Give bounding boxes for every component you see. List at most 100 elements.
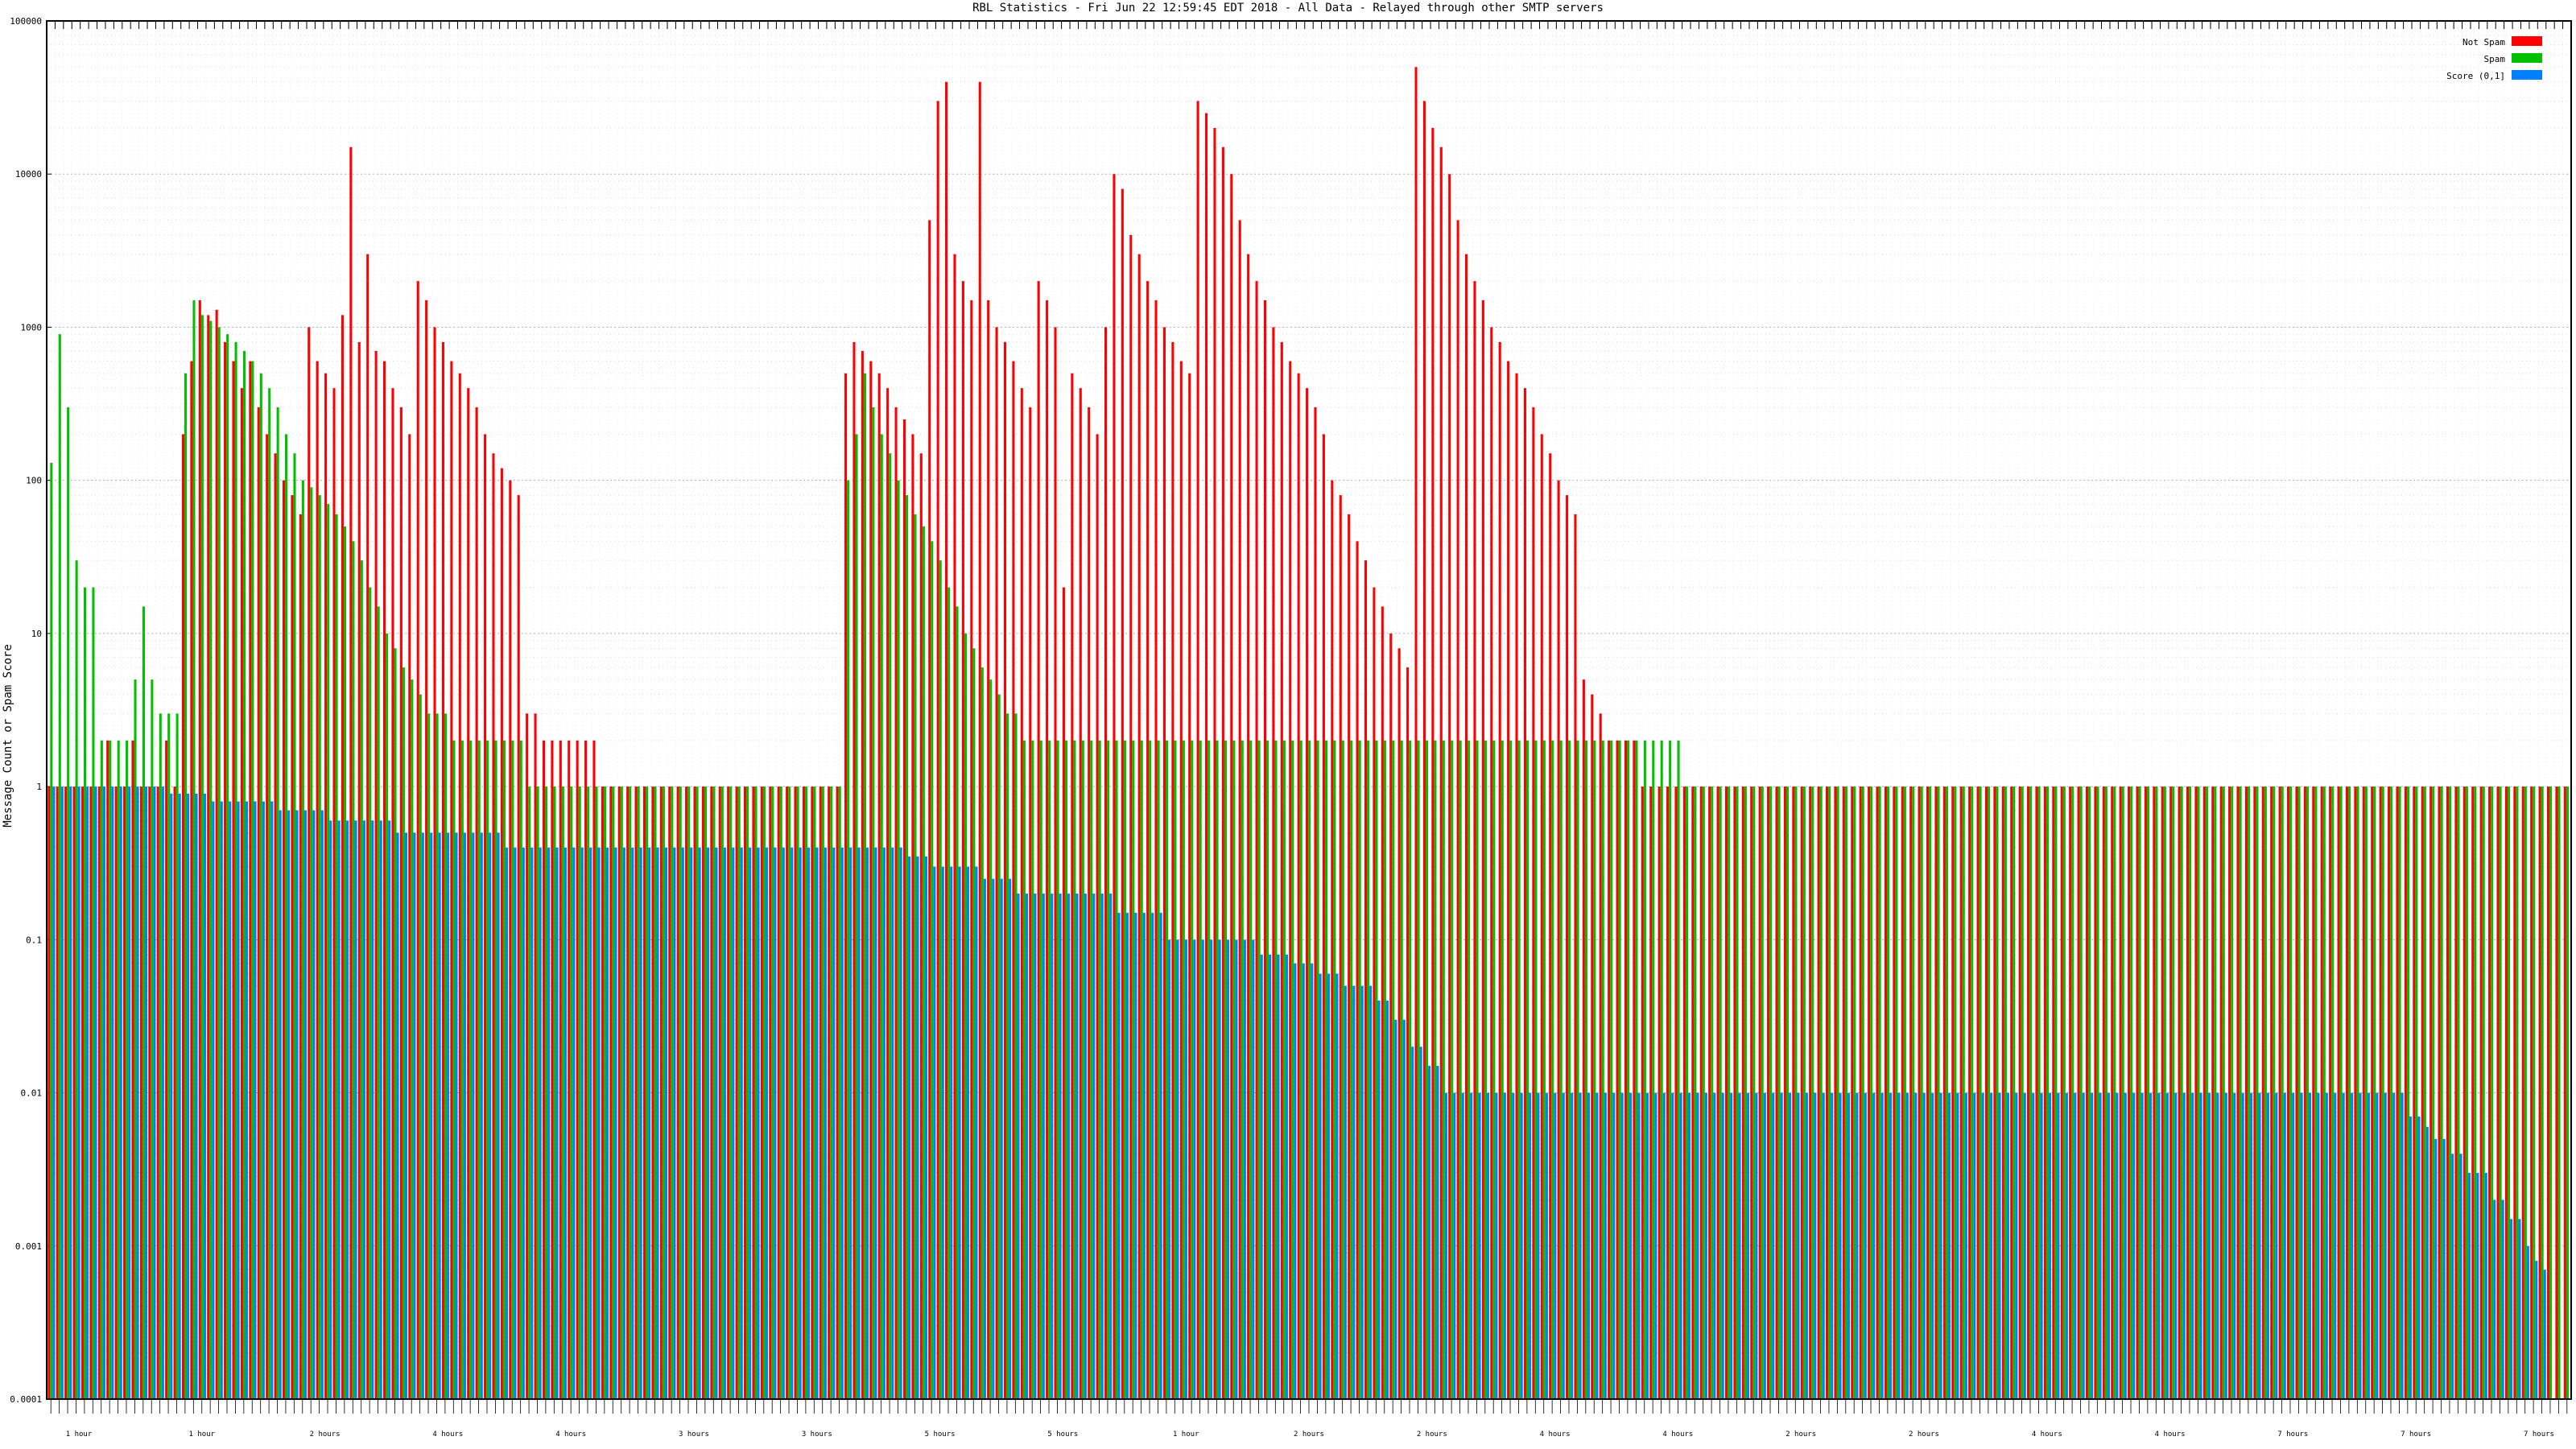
bar-score: [1545, 1092, 1548, 1399]
bar-not-spam: [2153, 786, 2156, 1399]
bar-score: [1159, 912, 1162, 1399]
y-tick-label: 1000: [21, 322, 43, 332]
bar-not-spam: [299, 514, 302, 1400]
bar-spam: [394, 648, 397, 1399]
bar-score: [589, 847, 592, 1399]
bar-not-spam: [1674, 786, 1678, 1399]
bar-score: [958, 866, 961, 1399]
bar-spam: [2381, 786, 2384, 1399]
bar-not-spam: [156, 786, 159, 1399]
bar-not-spam: [324, 373, 328, 1399]
bar-not-spam: [987, 299, 990, 1399]
bar-spam: [2146, 786, 2150, 1399]
bar-not-spam: [945, 81, 948, 1400]
bar-spam: [570, 786, 573, 1399]
bar-score: [1629, 1092, 1633, 1399]
bar-spam: [2507, 786, 2511, 1399]
bar-score: [1905, 1092, 1909, 1399]
bar-not-spam: [1934, 786, 1938, 1399]
bar-spam: [847, 480, 850, 1399]
bar-spam: [2491, 786, 2494, 1399]
bar-spam: [1358, 740, 1361, 1399]
bar-spam: [1802, 786, 1806, 1399]
bar-spam: [754, 786, 758, 1399]
bar-score: [656, 847, 659, 1399]
bar-spam: [1140, 740, 1143, 1399]
bar-score: [539, 847, 542, 1399]
bar-not-spam: [2337, 786, 2340, 1399]
bar-spam: [779, 786, 782, 1399]
bar-spam: [1257, 740, 1261, 1399]
bar-not-spam: [634, 786, 638, 1399]
bar-score: [86, 786, 89, 1399]
bar-spam: [2231, 786, 2234, 1399]
bar-spam: [142, 606, 145, 1399]
bar-score: [891, 847, 894, 1399]
bar-not-spam: [2136, 786, 2139, 1399]
bar-spam: [1652, 740, 1655, 1399]
bar-not-spam: [2371, 786, 2374, 1399]
bar-not-spam: [1984, 786, 1988, 1399]
bar-score: [648, 847, 651, 1399]
bar-not-spam: [1817, 786, 1820, 1399]
bar-spam: [1484, 740, 1487, 1399]
bar-score: [371, 820, 374, 1399]
bar-score: [2174, 1092, 2178, 1399]
bar-spam: [620, 786, 623, 1399]
bar-not-spam: [1422, 101, 1426, 1400]
bar-score: [1537, 1092, 1540, 1399]
bar-not-spam: [148, 786, 151, 1399]
bar-not-spam: [1406, 667, 1410, 1399]
bar-not-spam: [2060, 786, 2063, 1399]
bar-not-spam: [1783, 786, 1786, 1399]
bar-score: [1964, 1092, 1967, 1399]
bar-spam: [1861, 786, 1864, 1399]
bar-score: [1394, 1019, 1397, 1399]
bar-score: [555, 847, 559, 1399]
bar-spam: [386, 633, 389, 1399]
bar-not-spam: [559, 740, 562, 1399]
bar-spam: [1971, 786, 1974, 1399]
bar-spam: [2415, 786, 2418, 1399]
bar-spam: [369, 587, 372, 1399]
bar-spam: [1115, 740, 1118, 1399]
bar-spam: [1728, 786, 1731, 1399]
bar-score: [975, 866, 978, 1399]
bar-spam: [1719, 786, 1722, 1399]
bar-score: [1645, 1092, 1649, 1399]
bar-not-spam: [2128, 786, 2131, 1399]
bar-spam: [2549, 786, 2553, 1399]
bar-spam: [1903, 786, 1906, 1399]
bar-spam: [788, 786, 791, 1399]
bar-score: [967, 866, 970, 1399]
bar-not-spam: [165, 740, 168, 1399]
bar-score: [1319, 973, 1322, 1399]
bar-spam: [1509, 740, 1513, 1399]
bar-spam: [612, 786, 615, 1399]
bar-not-spam: [651, 786, 654, 1399]
bar-score: [2040, 1092, 2043, 1399]
bar-not-spam: [1641, 786, 1644, 1399]
bar-not-spam: [1657, 786, 1661, 1399]
bar-score: [1956, 1092, 1959, 1399]
bar-score: [2367, 1092, 2370, 1399]
bar-spam: [1098, 740, 1101, 1399]
bar-not-spam: [2001, 786, 2004, 1399]
bar-spam: [947, 587, 951, 1399]
bar-spam: [939, 560, 942, 1399]
bar-spam: [75, 560, 78, 1399]
bar-score: [1981, 1092, 1984, 1399]
bar-not-spam: [1699, 786, 1703, 1399]
bar-score: [1344, 985, 1347, 1399]
bar-not-spam: [1205, 113, 1208, 1400]
bar-score: [924, 856, 927, 1399]
bar-score: [1051, 894, 1054, 1399]
bar-not-spam: [266, 434, 269, 1399]
bar-spam: [1249, 740, 1253, 1399]
bar-score: [2409, 1117, 2413, 1399]
bar-not-spam: [308, 327, 311, 1399]
bar-not-spam: [492, 453, 495, 1399]
bar-score: [832, 847, 836, 1399]
y-tick-label: 10000: [15, 169, 42, 180]
bar-not-spam: [1481, 299, 1484, 1399]
